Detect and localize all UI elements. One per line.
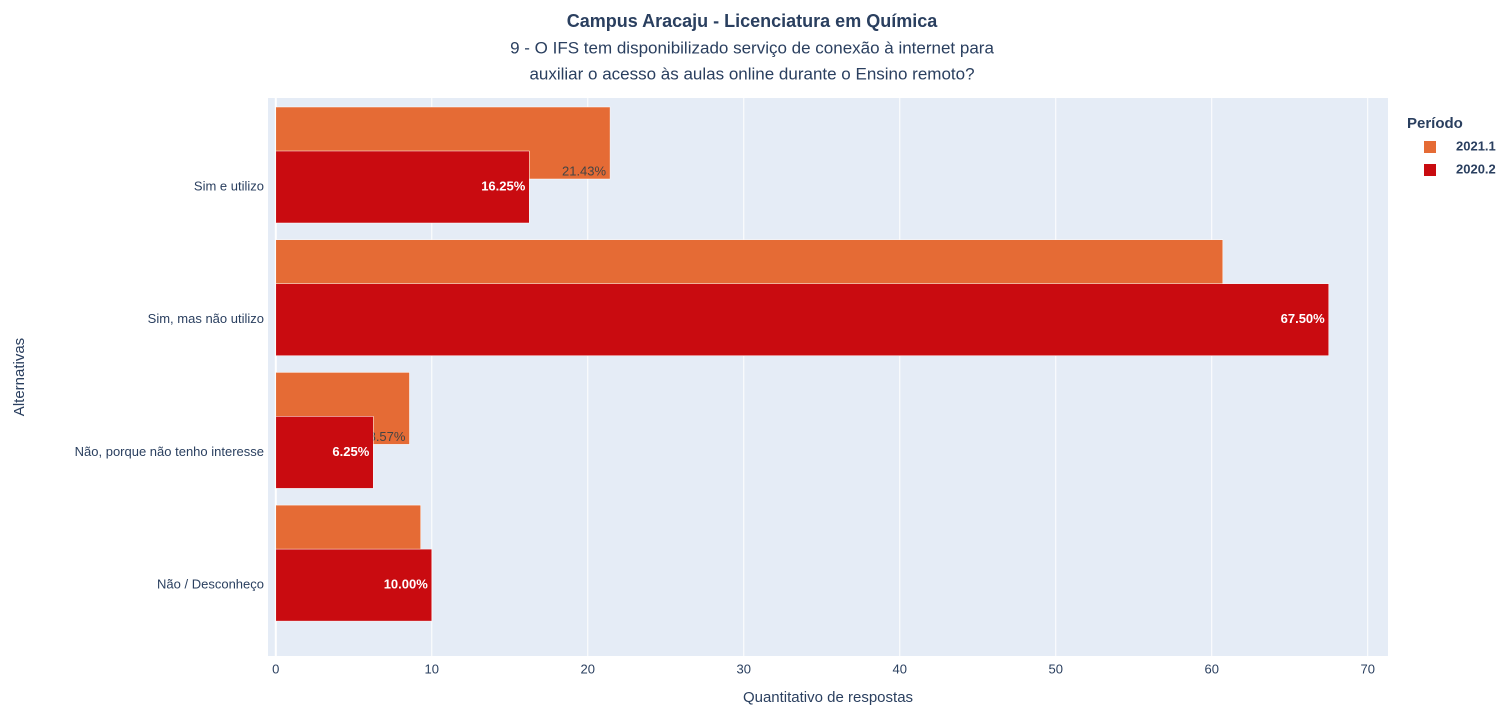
data-label: 21.43%	[562, 163, 607, 178]
data-label: 10.00%	[384, 577, 429, 592]
data-label: 8.57%	[369, 429, 406, 444]
legend-label: 2020.2	[1456, 161, 1496, 176]
x-tick-label: 10	[425, 661, 439, 676]
x-tick-label: 20	[581, 661, 595, 676]
chart-subtitle: auxiliar o acesso às aulas online durant…	[529, 64, 974, 83]
x-tick-label: 30	[737, 661, 751, 676]
x-tick-label: 0	[272, 661, 279, 676]
y-tick-label: Sim e utilizo	[194, 178, 264, 193]
chart-title: Campus Aracaju - Licenciatura em Química	[567, 11, 938, 31]
chart-subtitle: 9 - O IFS tem disponibilizado serviço de…	[510, 38, 994, 57]
y-tick-label: Não / Desconheço	[157, 577, 264, 592]
y-tick-label: Não, porque não tenho interesse	[75, 444, 264, 459]
bar	[275, 283, 1329, 356]
data-label: 67.50%	[1281, 311, 1326, 326]
data-label: 6.25%	[332, 444, 369, 459]
x-tick-label: 40	[893, 661, 907, 676]
x-tick-label: 60	[1204, 661, 1218, 676]
y-tick-label: Sim, mas não utilizo	[148, 311, 264, 326]
y-axis-label: Alternativas	[11, 338, 28, 416]
x-tick-label: 70	[1360, 661, 1374, 676]
legend-swatch	[1424, 164, 1436, 176]
data-label: 16.25%	[481, 178, 526, 193]
legend-label: 2021.1	[1456, 138, 1496, 153]
bar	[275, 416, 374, 489]
legend-title: Período	[1407, 115, 1463, 132]
legend-swatch	[1424, 141, 1436, 153]
bar	[275, 150, 530, 224]
bar	[275, 548, 433, 622]
x-tick-label: 50	[1049, 661, 1063, 676]
x-axis-label: Quantitativo de respostas	[743, 689, 913, 706]
